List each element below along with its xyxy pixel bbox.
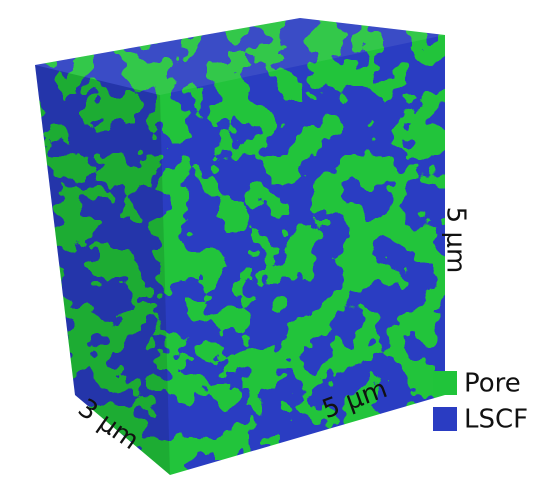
height-label: 5 μm	[441, 207, 471, 274]
legend-swatch	[433, 371, 457, 395]
legend-label: LSCF	[464, 405, 528, 435]
legend: Pore LSCF	[433, 369, 528, 435]
figure: 5 μm 5 μm 3 μm PoreLSCF	[0, 0, 555, 487]
legend-swatch	[433, 407, 457, 431]
legend-label: Pore	[464, 369, 521, 399]
